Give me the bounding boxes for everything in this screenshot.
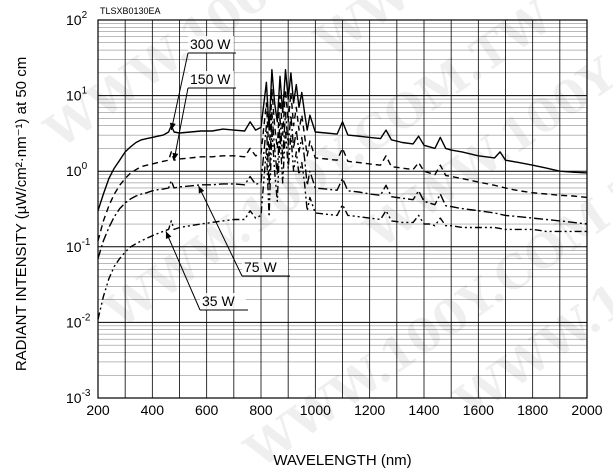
callout-arrowhead (169, 122, 176, 131)
callout-leader-line (173, 87, 189, 161)
grid-layer (98, 20, 587, 398)
y-tick-label: 102 (66, 10, 88, 28)
y-tick-label: 101 (66, 86, 88, 104)
y-tick-label: 10-2 (66, 312, 91, 330)
x-tick-label: 600 (195, 402, 219, 418)
chart-code-label: TLSXB0130EA (100, 6, 161, 16)
x-tick-label: 200 (86, 402, 110, 418)
y-tick-label: 10-3 (66, 388, 91, 406)
series-label: 150 W (190, 71, 231, 87)
series-line-150w (97, 88, 588, 241)
callout-leader-line (165, 231, 201, 311)
callout-arrowhead (172, 152, 179, 161)
x-tick-label: 1400 (408, 402, 439, 418)
x-tick-label: 1800 (517, 402, 548, 418)
x-tick-label: 1200 (354, 402, 385, 418)
series-label: 300 W (190, 36, 231, 52)
series-label: 35 W (202, 293, 235, 309)
x-tick-label: 800 (249, 402, 273, 418)
x-tick-label: 1000 (300, 402, 331, 418)
x-tick-label: 400 (141, 402, 165, 418)
y-tick-label: 100 (66, 161, 88, 179)
callout-label-bg (188, 36, 234, 53)
y-tick-label: 10-1 (66, 237, 91, 255)
x-tick-label: 2000 (571, 402, 602, 418)
series-callouts: 300 W 150 W 75 W 35 W (165, 36, 290, 311)
y-axis-title: RADIANT INTENSITY (µW/cm²·nm⁻¹) at 50 cm (13, 57, 30, 371)
series-layer (97, 69, 588, 320)
callout-arrowhead (198, 185, 205, 194)
series-line-300w (97, 69, 588, 211)
callout-label-bg (188, 71, 234, 88)
callout-label-bg (242, 259, 288, 276)
series-line-75w (97, 111, 588, 259)
callout-arrowhead (165, 231, 172, 239)
callout-leader-line (198, 185, 243, 277)
y-axis-ticks: 10-3 10-2 10-1 100 101 102 (66, 10, 91, 406)
series-line-35w (97, 129, 587, 320)
x-axis-ticks: 200 400 600 800 1000 1200 1400 1600 1800 2000 (86, 402, 602, 418)
x-tick-label: 1600 (463, 402, 494, 418)
series-label: 75 W (244, 259, 277, 275)
callout-label-bg (200, 293, 246, 310)
callout-leader-line (170, 52, 189, 131)
x-axis-title: WAVELENGTH (nm) (273, 452, 411, 469)
